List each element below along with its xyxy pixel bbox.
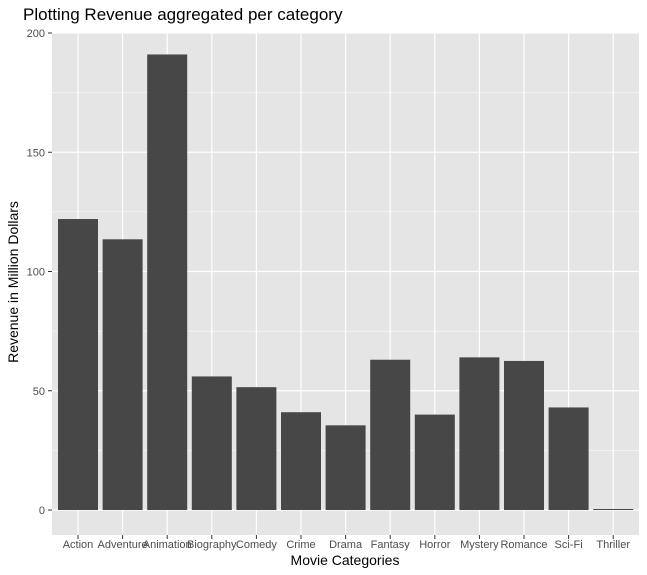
y-axis-title: Revenue in Million Dollars (5, 201, 21, 363)
x-tick-label: Thriller (596, 539, 630, 551)
bar-biography (191, 376, 232, 510)
y-axis: 0 50 100 150 200 (27, 28, 52, 517)
x-tick-label: Adventure (98, 539, 148, 551)
y-tick-label: 150 (27, 147, 45, 159)
x-tick-label: Crime (286, 539, 315, 551)
x-tick-label: Biography (187, 539, 237, 551)
bar-mystery (459, 357, 500, 510)
x-axis-title: Movie Categories (291, 552, 400, 568)
x-tick-label: Fantasy (371, 539, 411, 551)
bar-romance (504, 360, 544, 510)
x-tick-label: Mystery (460, 539, 499, 551)
y-tick-label: 50 (33, 386, 45, 398)
x-tick-label: Sci-Fi (555, 539, 583, 551)
x-tick-label: Romance (500, 539, 547, 551)
x-tick-label: Comedy (236, 539, 277, 551)
bar-horror (414, 414, 455, 510)
bar-thriller (593, 509, 634, 510)
x-tick-label: Drama (329, 539, 363, 551)
bar-adventure (102, 239, 143, 511)
bars (58, 54, 634, 511)
bar-drama (325, 425, 366, 510)
bar-comedy (236, 387, 277, 510)
bar-crime (281, 412, 321, 510)
bar-fantasy (370, 359, 411, 510)
bar-action (58, 219, 98, 510)
x-tick-label: Animation (143, 539, 192, 551)
y-tick-label: 100 (27, 267, 45, 279)
y-tick-label: 200 (27, 28, 45, 40)
bar-sci-fi (548, 407, 589, 510)
x-tick-label: Action (63, 539, 94, 551)
y-tick-label: 0 (39, 505, 45, 517)
chart-title: Plotting Revenue aggregated per category (23, 5, 343, 24)
bar-animation (147, 54, 188, 511)
x-tick-label: Horror (419, 539, 451, 551)
